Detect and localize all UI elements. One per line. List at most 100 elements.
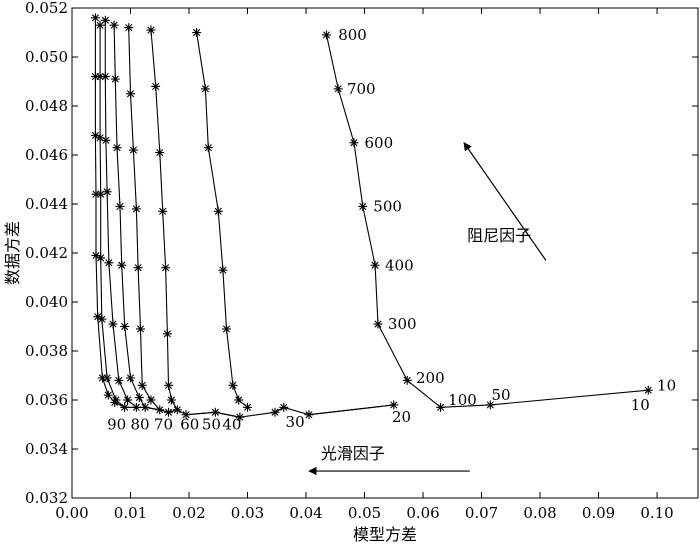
asterisk-marker	[155, 405, 165, 415]
x-tick-label: 0.10	[640, 504, 673, 522]
asterisk-marker	[90, 130, 100, 140]
asterisk-marker	[102, 187, 112, 197]
asterisk-marker	[131, 402, 141, 412]
asterisk-marker	[373, 319, 383, 329]
asterisk-marker	[218, 265, 228, 275]
curve-label: 400	[385, 256, 414, 274]
asterisk-marker	[228, 380, 238, 390]
asterisk-marker	[93, 312, 103, 322]
curve-label: 10	[631, 396, 650, 414]
asterisk-marker	[213, 206, 223, 216]
curve-label: 200	[416, 369, 445, 387]
asterisk-marker	[200, 84, 210, 94]
curve-label: 90	[107, 416, 126, 434]
asterisk-marker	[103, 390, 113, 400]
asterisk-marker	[243, 402, 253, 412]
asterisk-marker	[100, 15, 110, 25]
asterisk-marker	[117, 260, 127, 270]
asterisk-marker	[192, 28, 202, 37]
curve-label: 80	[131, 416, 150, 434]
asterisk-marker	[166, 395, 176, 405]
y-tick-label: 0.036	[25, 391, 68, 409]
asterisk-marker	[210, 407, 220, 417]
y-tick-label: 0.034	[25, 440, 68, 458]
asterisk-marker	[146, 395, 156, 405]
asterisk-marker	[234, 395, 244, 405]
curve-label: 70	[154, 416, 173, 434]
y-tick-label: 0.048	[25, 97, 68, 115]
asterisk-marker	[358, 201, 368, 211]
curve-label: 800	[338, 26, 367, 44]
x-tick-label: 0.06	[406, 504, 439, 522]
x-tick-label: 0.03	[231, 504, 264, 522]
y-tick-label: 0.044	[25, 195, 68, 213]
damping-curve-line	[104, 20, 137, 408]
asterisk-marker	[164, 407, 174, 417]
asterisk-marker	[146, 25, 156, 35]
asterisk-marker	[181, 410, 191, 420]
y-tick-label: 0.052	[25, 0, 68, 17]
asterisk-marker	[126, 373, 136, 383]
x-tick-label: 0.00	[55, 504, 88, 522]
asterisk-marker	[643, 385, 653, 395]
asterisk-marker	[333, 84, 343, 94]
asterisk-marker	[128, 145, 138, 155]
y-tick-label: 0.040	[25, 293, 68, 311]
asterisk-marker	[485, 400, 495, 410]
asterisk-marker	[124, 23, 134, 33]
arrow-label: 光滑因子	[321, 444, 385, 463]
x-tick-label: 0.02	[172, 504, 205, 522]
asterisk-marker	[349, 138, 359, 148]
curve-label: 300	[388, 315, 417, 333]
curve-label: 500	[373, 197, 402, 215]
smoothing-curve-line	[308, 404, 394, 416]
asterisk-marker	[161, 263, 171, 273]
x-tick-label: 0.04	[289, 504, 322, 522]
asterisk-marker	[172, 405, 182, 415]
asterisk-marker	[123, 395, 133, 405]
x-tick-label: 0.09	[582, 504, 615, 522]
asterisk-marker	[112, 143, 122, 153]
asterisk-marker	[135, 324, 145, 334]
curve-label: 700	[347, 80, 376, 98]
asterisk-marker	[235, 412, 245, 422]
direction-arrow	[463, 142, 547, 261]
asterisk-marker	[101, 135, 111, 145]
x-tick-label: 0.07	[465, 504, 498, 522]
curve-label: 100	[448, 391, 477, 409]
asterisk-marker	[203, 143, 213, 153]
asterisk-marker	[221, 324, 231, 334]
curve-label: 600	[365, 134, 394, 152]
asterisk-marker	[120, 322, 130, 331]
asterisk-marker	[321, 30, 331, 40]
curve-label: 30	[286, 413, 305, 431]
curve-label: 50	[491, 386, 510, 404]
asterisk-marker	[158, 206, 168, 216]
y-tick-label: 0.038	[25, 342, 68, 360]
damping-curve-line	[113, 25, 146, 408]
asterisk-marker	[140, 402, 150, 412]
curve-label: 10	[657, 376, 676, 394]
asterisk-marker	[270, 407, 280, 417]
curve-label: 40	[222, 416, 241, 434]
asterisk-marker	[304, 410, 314, 420]
asterisk-marker	[91, 250, 101, 260]
asterisk-marker	[133, 263, 143, 273]
asterisk-marker	[120, 402, 130, 412]
y-tick-label: 0.032	[25, 489, 68, 507]
asterisk-marker	[402, 375, 412, 385]
asterisk-marker	[137, 380, 147, 390]
series-group	[90, 13, 653, 422]
asterisk-marker	[164, 380, 174, 390]
asterisk-marker	[102, 373, 112, 383]
asterisk-marker	[96, 189, 106, 199]
asterisk-marker	[151, 81, 161, 91]
asterisk-marker	[134, 393, 144, 403]
asterisk-marker	[100, 72, 110, 82]
asterisk-marker	[96, 253, 106, 263]
asterisk-marker	[108, 319, 118, 329]
asterisk-marker	[155, 148, 165, 158]
